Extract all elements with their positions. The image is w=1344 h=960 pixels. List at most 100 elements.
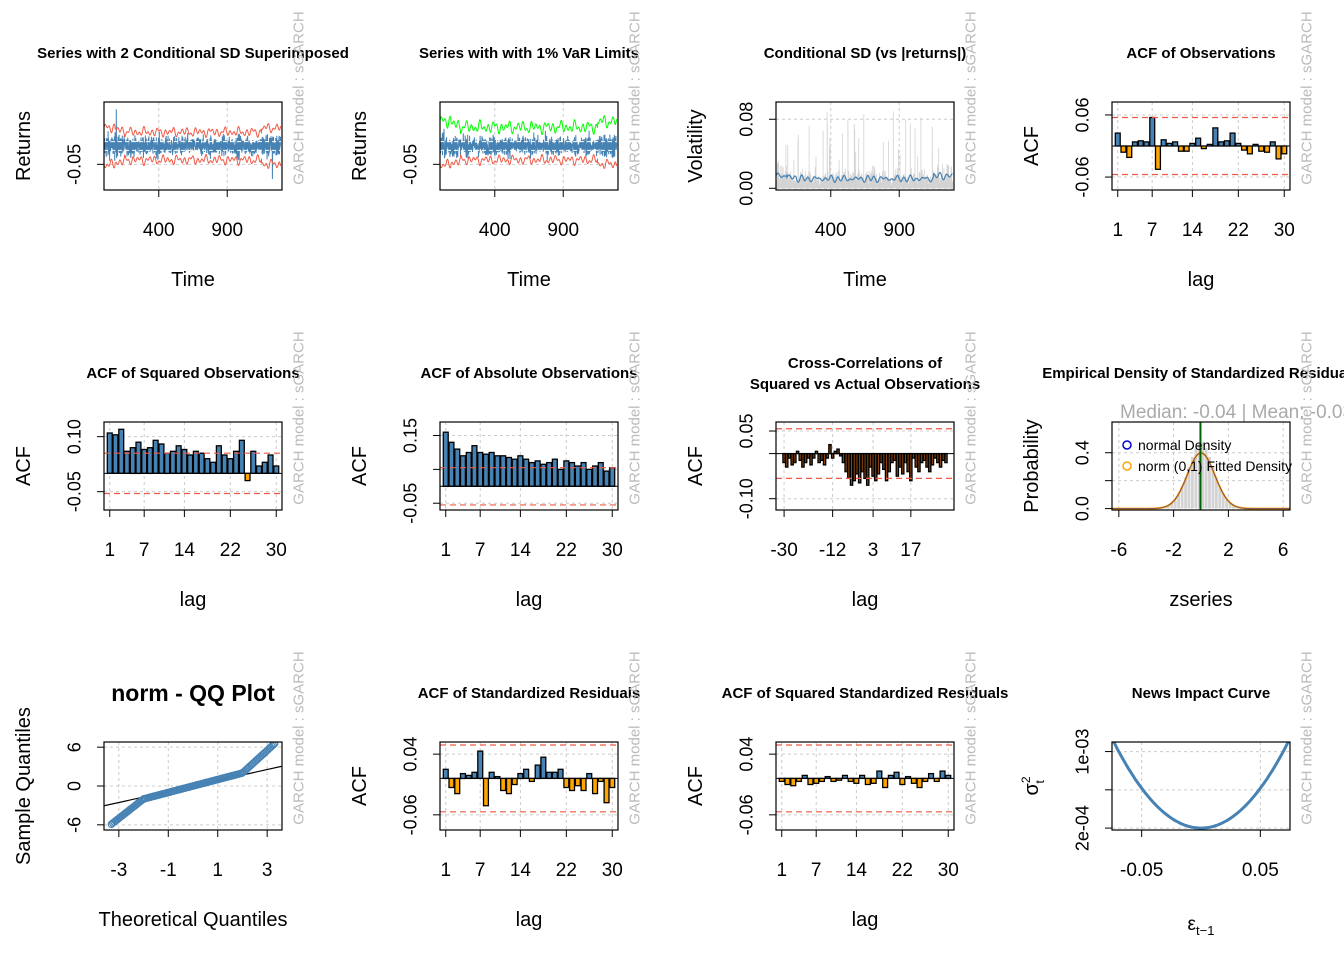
y-tick-label: 0.08 bbox=[736, 102, 756, 137]
model-watermark: GARCH model : sGARCH bbox=[1298, 331, 1315, 504]
y-tick-label: 0.05 bbox=[736, 414, 756, 449]
bar-lag--22 bbox=[803, 452, 808, 464]
bar-lag-3 bbox=[871, 452, 875, 477]
bar-lag-20 bbox=[551, 458, 558, 487]
bar-lag-13 bbox=[175, 445, 182, 474]
bar-lag-25 bbox=[580, 777, 587, 792]
bar-lag-22 bbox=[563, 777, 570, 789]
x-axis-label: Time bbox=[507, 269, 551, 291]
bar-lag-12 bbox=[505, 777, 513, 795]
bar-lag-27 bbox=[927, 772, 935, 780]
y-tick-label: -6 bbox=[64, 817, 84, 833]
bar-lag-18 bbox=[204, 458, 211, 475]
bar-lag-4 bbox=[873, 452, 878, 482]
bar-lag--8 bbox=[841, 452, 846, 464]
plot-area bbox=[104, 742, 282, 830]
bar-lag-7 bbox=[1149, 116, 1156, 147]
bar-lag-13 bbox=[511, 458, 518, 487]
bar-lag--13 bbox=[828, 443, 832, 455]
bar-lag--23 bbox=[801, 452, 805, 468]
model-watermark: GARCH model : sGARCH bbox=[290, 331, 307, 504]
bar-lag-23 bbox=[232, 450, 240, 474]
bar-lag-30 bbox=[273, 465, 280, 474]
bar-lag-11 bbox=[164, 452, 171, 475]
x-tick-label: -6 bbox=[1110, 540, 1127, 561]
x-tick-label: 2 bbox=[1223, 540, 1234, 561]
x-tick-label: 400 bbox=[143, 220, 175, 241]
x-tick-label: 1 bbox=[104, 540, 115, 561]
bar-lag-12 bbox=[505, 456, 513, 487]
bar-lag-28 bbox=[597, 461, 604, 487]
bar-lag-28 bbox=[938, 452, 943, 468]
bar-lag-15 bbox=[187, 454, 194, 474]
x-tick-label: 17 bbox=[900, 540, 921, 561]
x-tick-label: -12 bbox=[819, 540, 846, 561]
x-axis-label: lag bbox=[180, 589, 207, 611]
series-returns bbox=[440, 128, 618, 161]
x-tick-label: 400 bbox=[479, 220, 511, 241]
bar-lag-26 bbox=[1258, 145, 1265, 152]
plot-area bbox=[1112, 742, 1290, 830]
x-axis-label: Time bbox=[171, 269, 215, 291]
bar-lag-27 bbox=[591, 777, 599, 795]
x-tick-label: 1 bbox=[440, 540, 451, 561]
bar-lag-8 bbox=[146, 447, 154, 475]
bar-lag-27 bbox=[1263, 145, 1271, 153]
bar-lag-20 bbox=[551, 771, 558, 780]
y-tick-label: 0.00 bbox=[736, 171, 756, 206]
bar-lag-26 bbox=[933, 452, 937, 459]
y-axis-label: ACF bbox=[1021, 126, 1043, 166]
plot-area bbox=[104, 102, 282, 190]
plot-area bbox=[440, 422, 618, 510]
bar-lag--29 bbox=[784, 452, 789, 468]
bar-lag--1 bbox=[860, 452, 865, 473]
bar-lag--20 bbox=[809, 452, 813, 466]
bar-lag-20 bbox=[917, 452, 921, 473]
chart-title: Cross-Correlations of bbox=[788, 355, 943, 372]
legend-label-fitted: norm (0,1) Fitted Density bbox=[1138, 458, 1292, 474]
qq-point bbox=[270, 742, 279, 748]
bar-lag--14 bbox=[825, 452, 830, 459]
model-watermark: GARCH model : sGARCH bbox=[626, 331, 643, 504]
bar-lag-6 bbox=[879, 452, 883, 464]
bar-lag-23 bbox=[1240, 145, 1248, 151]
y-tick-label: 0.4 bbox=[1072, 440, 1092, 465]
chart-title: Conditional SD (vs |returns|) bbox=[764, 45, 967, 62]
bar-lag-16 bbox=[192, 450, 199, 474]
series-lower-2sd bbox=[104, 154, 282, 169]
x-tick-label: 22 bbox=[556, 540, 577, 561]
density-subtitle: Median: -0.04 | Mean: -0.035 bbox=[1120, 402, 1344, 423]
bar-lag-22 bbox=[227, 458, 234, 475]
bar-lag-2 bbox=[1120, 145, 1127, 153]
x-tick-label: 7 bbox=[475, 540, 486, 561]
x-axis-label: lag bbox=[1188, 269, 1215, 291]
chart-title: News Impact Curve bbox=[1132, 685, 1270, 702]
bar-lag-24 bbox=[910, 777, 917, 784]
plot-frame bbox=[775, 101, 955, 191]
bar-lag--7 bbox=[844, 452, 848, 473]
bar-lag-26 bbox=[250, 450, 257, 474]
x-tick-label: 400 bbox=[815, 220, 847, 241]
y-axis-label: Sample Quantiles bbox=[13, 707, 35, 865]
x-tick-label: -30 bbox=[770, 540, 797, 561]
bar-lag-5 bbox=[1137, 140, 1144, 147]
plot-area bbox=[440, 102, 618, 190]
bar-lag-19 bbox=[914, 452, 919, 468]
bar-lag-20 bbox=[215, 445, 222, 474]
bar-lag-15 bbox=[1195, 137, 1202, 147]
x-axis-label: zseries bbox=[1169, 589, 1232, 611]
bar-lag-22 bbox=[899, 777, 906, 786]
bar-lag-17 bbox=[870, 777, 877, 784]
bar-lag-7 bbox=[813, 777, 820, 784]
bar-lag-16 bbox=[864, 777, 871, 786]
bar-lag-19 bbox=[546, 461, 553, 487]
x-tick-label: 1 bbox=[440, 860, 451, 881]
chart-p11: 1 7 14 22 30 -0.06 0.04 ACF of Squared Standard… bbox=[685, 651, 1008, 931]
bar-lag-30 bbox=[944, 452, 948, 464]
x-tick-label: 6 bbox=[1278, 540, 1289, 561]
plot-frame bbox=[439, 741, 619, 831]
bar-lag-1 bbox=[442, 431, 449, 488]
bar-lag-23 bbox=[925, 452, 929, 468]
y-tick-label: -0.05 bbox=[64, 144, 84, 185]
x-tick-label: 22 bbox=[556, 860, 577, 881]
